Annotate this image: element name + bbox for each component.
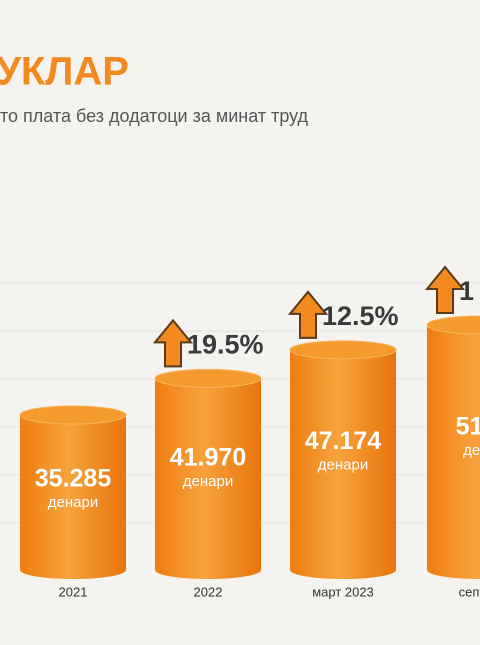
bar-top <box>426 315 480 335</box>
bar <box>19 405 127 579</box>
chart-title: УКЛАР <box>0 50 129 94</box>
growth-arrow <box>287 290 329 339</box>
growth-arrow <box>152 318 194 368</box>
bar <box>289 340 397 579</box>
unit-label: денари <box>48 494 98 511</box>
bar <box>154 368 262 579</box>
unit-label: дена <box>463 442 480 459</box>
x-tick-label: март 2023 <box>312 584 374 599</box>
value-label: 47.174 <box>305 427 382 455</box>
growth-arrow <box>424 265 466 314</box>
value-label: 51.7 <box>456 413 480 441</box>
bar-body <box>20 415 126 579</box>
bar-body <box>155 378 261 579</box>
x-tick-label: септем <box>459 584 480 599</box>
unit-label: денари <box>318 456 368 473</box>
bar-body <box>290 349 396 579</box>
growth-label: 1 <box>459 276 474 306</box>
value-label: 35.285 <box>35 465 112 493</box>
unit-label: денари <box>183 473 233 490</box>
x-tick-label: 2022 <box>194 584 223 599</box>
bar-top <box>19 405 127 425</box>
x-tick-label: 2021 <box>59 584 88 599</box>
bar <box>426 315 480 579</box>
bar-top <box>154 368 262 388</box>
growth-label: 19.5% <box>187 329 264 359</box>
chart-subtitle: то плата без додатоци за минат труд <box>0 106 309 126</box>
bar-top <box>289 340 397 360</box>
value-label: 41.970 <box>170 443 246 471</box>
growth-label: 12.5% <box>322 301 399 331</box>
bar-body <box>427 325 480 579</box>
